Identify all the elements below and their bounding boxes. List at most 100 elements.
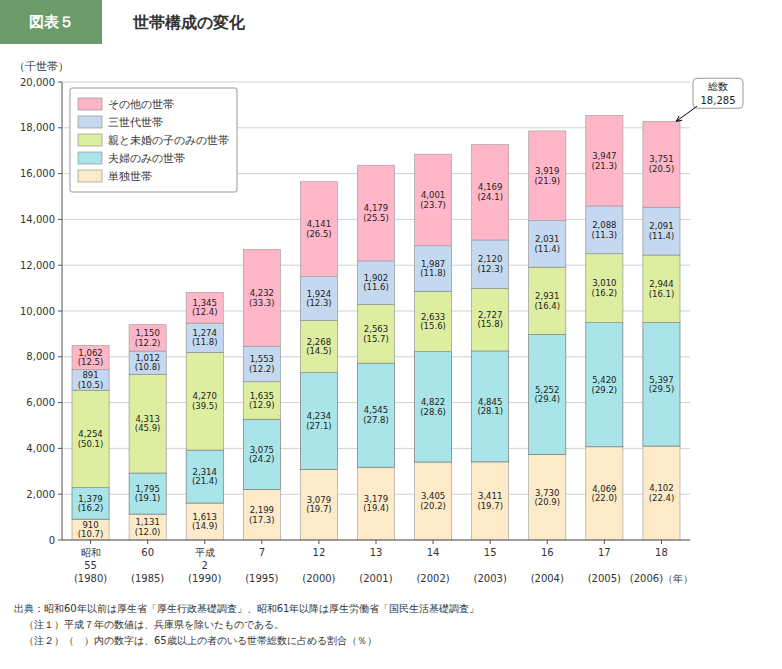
- bar: [643, 207, 680, 255]
- data-label: 1,062(12.5): [78, 348, 104, 368]
- data-label: 4,545(27.8): [363, 405, 389, 425]
- bar: [586, 447, 623, 540]
- y-tick: [58, 219, 62, 220]
- data-label-line: (27.1): [306, 421, 332, 431]
- bar: [300, 182, 337, 277]
- x-tick-label: 16(2004): [531, 547, 564, 584]
- bar: [643, 121, 680, 207]
- data-label: 910(10.7): [78, 520, 104, 540]
- x-tick: [433, 540, 434, 544]
- y-tick-label: 10,000: [20, 306, 55, 317]
- data-label-line: 2,088: [592, 220, 616, 230]
- data-label: 4,169(24.1): [477, 182, 503, 202]
- bar: [529, 455, 566, 540]
- data-label-line: (20.9): [534, 497, 560, 507]
- bar: [72, 345, 109, 369]
- bar: [300, 321, 337, 373]
- data-label-line: (16.4): [534, 301, 560, 311]
- x-tick-label-line: (2002): [416, 573, 449, 584]
- data-label-line: 4,069: [592, 484, 616, 494]
- data-label: 4,254(50.1): [78, 429, 104, 449]
- data-label-line: 3,079: [307, 495, 331, 505]
- data-label-line: (12.9): [249, 400, 275, 410]
- data-label-line: (21.3): [592, 161, 618, 171]
- data-label: 1,150(12.2): [135, 328, 161, 348]
- x-tick-label-line: (2004): [531, 573, 564, 584]
- bar: [129, 514, 166, 540]
- data-label-line: 1,150: [135, 328, 159, 338]
- annotation-arrow: [676, 106, 697, 121]
- legend-box: [70, 88, 237, 192]
- y-axis: 02,0004,0006,0008,00010,00012,00014,0001…: [20, 77, 690, 546]
- data-label: 2,091(11.4): [649, 221, 675, 241]
- data-label-line: (29.2): [592, 385, 618, 395]
- data-label-line: (19.7): [306, 504, 332, 514]
- data-label: 3,010(16.2): [592, 278, 618, 298]
- data-label-line: 3,947: [592, 151, 616, 161]
- data-label-line: 891: [82, 370, 98, 380]
- data-label-line: 2,091: [649, 221, 673, 231]
- title: 世帯構成の変化: [132, 13, 246, 32]
- bar: [72, 488, 109, 520]
- data-label: 1,924(12.3): [306, 289, 332, 309]
- bar: [643, 255, 680, 322]
- data-label-line: (15.7): [363, 334, 389, 344]
- data-label: 1,902(11.6): [363, 273, 389, 293]
- data-label: 2,944(16.1): [649, 279, 675, 299]
- x-tick: [376, 540, 377, 544]
- x-tick-label: 15(2003): [474, 547, 507, 584]
- x-tick-label-line: 2: [202, 560, 208, 571]
- data-label-line: 1,274: [193, 328, 217, 338]
- chart: 図表５世帯構成の変化（千世帯）02,0004,0006,0008,00010,0…: [0, 0, 782, 669]
- bar: [586, 254, 623, 323]
- data-label-line: (11.4): [649, 231, 675, 241]
- data-label-line: (12.4): [192, 307, 218, 317]
- x-tick-label: 12(2000): [302, 547, 335, 584]
- data-label-line: 1,795: [135, 484, 159, 494]
- data-label-line: 5,420: [592, 375, 616, 385]
- bar: [643, 322, 680, 446]
- bar: [472, 144, 509, 239]
- data-label-line: (19.1): [135, 493, 161, 503]
- data-label-line: (28.1): [477, 406, 503, 416]
- data-label-line: (19.4): [363, 503, 389, 513]
- data-label-line: (12.2): [249, 364, 275, 374]
- bar: [300, 277, 337, 321]
- data-label-line: (21.4): [192, 476, 218, 486]
- data-label: 4,179(25.5): [363, 203, 389, 223]
- data-label-line: (11.3): [592, 230, 618, 240]
- x-tick-label-line: 18: [655, 547, 668, 558]
- data-label-line: 1,379: [78, 494, 102, 504]
- bar: [415, 154, 452, 246]
- x-tick-label-line: (1980): [74, 573, 107, 584]
- data-label-line: (24.1): [477, 192, 503, 202]
- x-tick-label-line: 13: [370, 547, 383, 558]
- title-bar-back: [102, 0, 782, 44]
- data-label: 2,199(17.3): [249, 505, 275, 525]
- x-tick-label-line: (1990): [188, 573, 221, 584]
- bar: [586, 323, 623, 447]
- data-label-line: 2,120: [478, 254, 502, 264]
- data-label-line: (19.7): [477, 501, 503, 511]
- data-label: 2,031(11.4): [534, 234, 560, 254]
- x-tick: [490, 540, 491, 544]
- bar: [529, 334, 566, 454]
- y-tick: [58, 402, 62, 403]
- x-tick-label-line: (2006)（年）: [630, 573, 693, 584]
- x-tick-label-line: (1985): [131, 573, 164, 584]
- data-label: 4,069(22.0): [592, 484, 618, 504]
- bar: [529, 131, 566, 221]
- data-label-line: 4,169: [478, 182, 502, 192]
- data-label-line: (16.1): [649, 289, 675, 299]
- bar: [72, 390, 109, 487]
- data-label: 4,822(28.6): [420, 397, 446, 417]
- data-label: 1,553(12.2): [249, 354, 275, 374]
- data-label-line: (11.8): [420, 268, 446, 278]
- data-label: 4,234(27.1): [306, 411, 332, 431]
- data-label-line: 2,944: [649, 279, 673, 289]
- data-label: 2,633(15.6): [420, 312, 446, 332]
- data-label-line: 2,727: [478, 310, 502, 320]
- data-label-line: 1,012: [135, 353, 159, 363]
- data-label: 3,405(20.2): [420, 491, 446, 511]
- legend-label: 三世代世帯: [108, 116, 163, 128]
